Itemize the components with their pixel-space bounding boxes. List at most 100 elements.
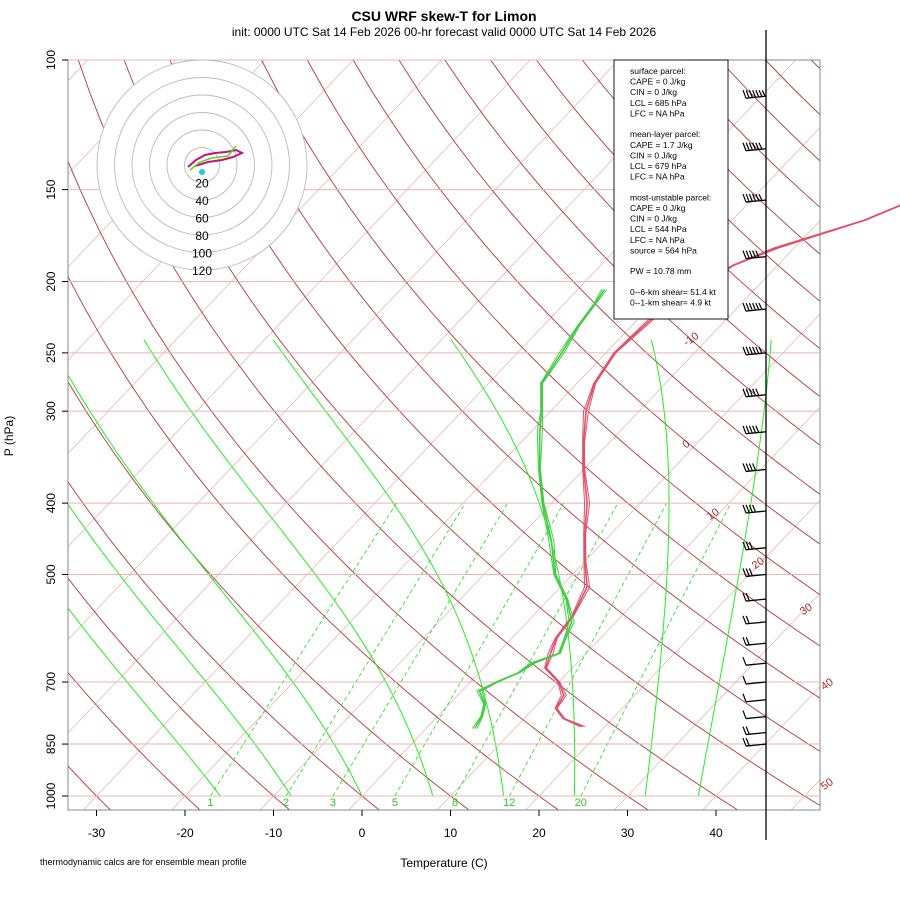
profiles: [471, 204, 900, 730]
wind-barb-flag: [745, 615, 750, 624]
wind-barb-flag: [742, 302, 747, 312]
wind-barb-flag: [748, 89, 753, 98]
wind-barb-flag: [742, 463, 747, 472]
wind-barb-flag: [758, 89, 763, 97]
wind-barb-flag: [742, 737, 747, 747]
moist-adiabat: [697, 339, 772, 797]
dry-adiabat: [398, 60, 820, 495]
wind-barb-shaft: [745, 699, 767, 703]
hodograph-ring-label: 60: [195, 212, 209, 226]
wind-barb-flag: [755, 388, 760, 396]
wind-barb-flag: [742, 142, 747, 151]
hodograph-trace: [189, 145, 237, 171]
wind-barb-shaft: [745, 743, 767, 747]
wind-barb-shaft: [745, 199, 767, 203]
moist-adiabat: [272, 339, 505, 797]
wind-barb-flag: [748, 504, 753, 513]
y-tick-label: 100: [44, 50, 58, 70]
x-tick-label: -10: [265, 826, 283, 840]
hodograph-ring: [96, 59, 308, 271]
wind-barb-shaft: [745, 255, 767, 260]
wind-barb-flag: [745, 425, 750, 434]
wind-barb-flag: [752, 388, 757, 397]
hodograph-ring-label: 100: [192, 247, 212, 261]
wind-barb-shaft: [745, 352, 767, 356]
wind-barb-shaft: [745, 681, 767, 685]
x-tick-label: 10: [444, 826, 458, 840]
wind-barb-flag: [752, 89, 757, 98]
wind-barb-flag: [748, 250, 753, 259]
wind-barb-flag: [745, 463, 750, 472]
isotherm-line: [68, 60, 442, 454]
mixing-ratio-label: 20: [575, 797, 587, 809]
stats-line: PW = 10.78 mm: [630, 266, 691, 276]
hodograph-background: [97, 60, 307, 270]
wind-barb-shaft: [745, 662, 767, 666]
hodograph: 20 40 60 80 100 120: [96, 59, 308, 278]
wind-barb-flag: [742, 592, 747, 602]
wind-barb-flag: [745, 142, 750, 151]
hodograph-ring: [114, 77, 290, 253]
dry-adiabat: [68, 671, 201, 810]
wind-barb-shaft: [745, 573, 767, 578]
isotherm-line: [790, 779, 820, 810]
wind-barb-flag: [742, 710, 747, 719]
y-tick-label: 400: [44, 493, 58, 513]
chart-subtitle: init: 0000 UTC Sat 14 Feb 2026 00-hr for…: [232, 25, 657, 39]
hodograph-ring-label: 120: [192, 264, 212, 278]
isotherm-line: [348, 313, 820, 810]
wind-barb-flag: [755, 89, 760, 98]
dry-adiabat: [306, 60, 820, 596]
moist-adiabat: [68, 607, 221, 797]
wind-barb-shaft: [745, 431, 767, 435]
x-tick-label: -20: [176, 826, 194, 840]
dry-adiabat: [261, 60, 820, 647]
wind-barb-flag: [758, 346, 763, 354]
wind-barb-flag: [748, 302, 753, 311]
y-tick-label: 1000: [44, 782, 58, 809]
stats-line: 0--1-km shear= 4.9 kt: [630, 298, 712, 308]
hodograph-point: [199, 169, 205, 175]
wind-barb-flag: [752, 504, 757, 513]
isotherm-line: [878, 60, 900, 812]
wind-barb-flag: [752, 463, 757, 471]
moist-adiabat: [450, 339, 576, 796]
temperature-profile: [546, 205, 900, 728]
wind-barb-shaft: [745, 731, 767, 736]
dry-adiabats: [68, 60, 820, 810]
dewpoint-profile: [471, 289, 603, 729]
dry-adiabat: [215, 60, 820, 699]
stats-line: CIN = 0 J/kg: [630, 150, 677, 160]
isotherm-line: [436, 406, 820, 810]
isotherm-line: [68, 60, 531, 548]
wind-barb-flag: [745, 737, 750, 746]
wind-barb-flag: [748, 425, 753, 434]
wind-barb-flag: [742, 388, 747, 397]
wind-barb-flag: [745, 302, 750, 312]
wind-barb-flag: [755, 425, 760, 433]
hodograph-ring: [166, 129, 238, 201]
stats-line: CIN = 0 J/kg: [630, 87, 677, 97]
x-tick-label: 30: [621, 826, 635, 840]
dry-adiabat: [123, 60, 820, 807]
y-tick-label: 700: [44, 672, 58, 692]
wind-barb-flag: [742, 568, 747, 577]
dewpoint-profile: [476, 289, 608, 729]
hodograph-trace: [187, 148, 245, 168]
stats-line: CAPE = 0 J/kg: [630, 77, 686, 87]
stats-line: 0--6-km shear= 51.4 kt: [630, 287, 716, 297]
wind-barb-shaft: [745, 468, 767, 473]
moist-adiabat: [68, 374, 363, 797]
wind-barb-flag: [742, 675, 747, 685]
wind-barb-flag: [752, 193, 757, 202]
isotherm-line: [613, 592, 820, 810]
wind-barb-flag: [745, 250, 750, 259]
hodograph-ring: [131, 94, 273, 236]
isotherm-label: 20: [750, 555, 767, 572]
stats-line: LCL = 679 hPa: [630, 161, 687, 171]
mixing-ratio-line: [580, 502, 732, 797]
wind-barb-flag: [761, 89, 766, 97]
wind-barb-shaft: [745, 621, 767, 625]
isotherm-line: [171, 126, 820, 810]
